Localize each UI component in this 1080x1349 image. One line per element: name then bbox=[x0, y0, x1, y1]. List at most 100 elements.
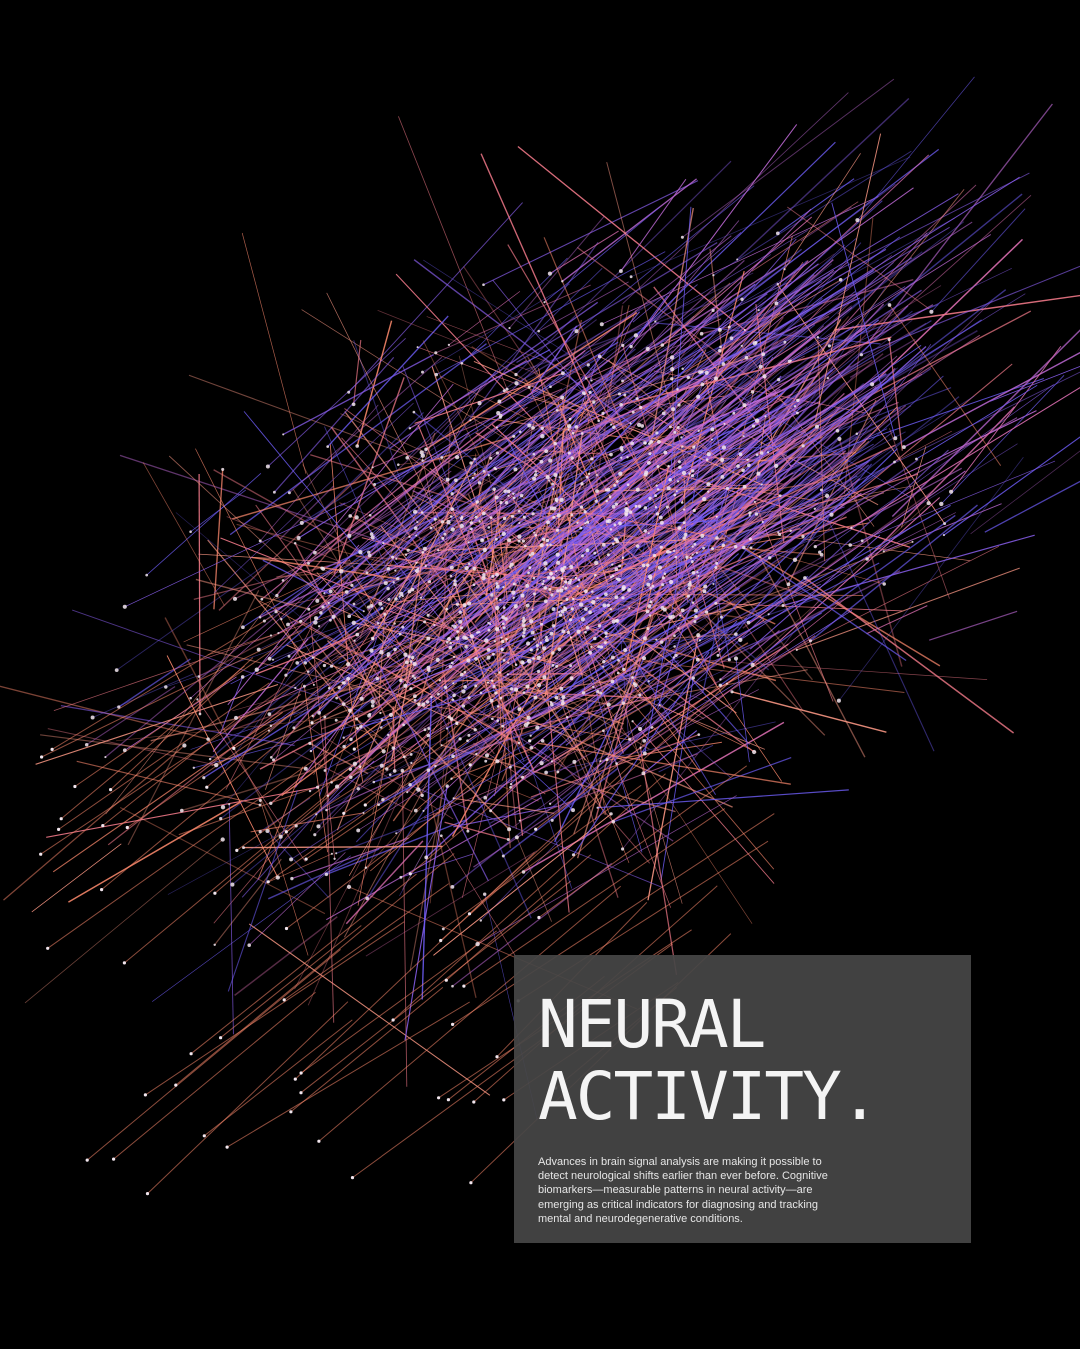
node-dot bbox=[258, 798, 262, 802]
node-dot bbox=[521, 623, 526, 628]
connection-line bbox=[610, 315, 830, 426]
node-dot bbox=[512, 492, 515, 496]
connection-line bbox=[737, 375, 879, 467]
node-dot bbox=[447, 637, 451, 641]
node-dot bbox=[591, 599, 596, 605]
node-dot bbox=[672, 656, 676, 659]
connection-line bbox=[719, 154, 930, 352]
node-dot bbox=[367, 550, 371, 554]
node-dot bbox=[459, 523, 464, 529]
node-dot bbox=[182, 743, 187, 748]
connection-line bbox=[691, 511, 907, 662]
node-dot bbox=[682, 536, 686, 540]
node-dot bbox=[584, 607, 588, 611]
node-dot bbox=[385, 767, 389, 771]
node-dot bbox=[370, 636, 375, 641]
node-dot bbox=[621, 585, 626, 590]
node-dot bbox=[258, 803, 262, 807]
node-dot bbox=[498, 671, 501, 674]
node-dot bbox=[334, 784, 340, 789]
node-dot bbox=[730, 690, 734, 694]
connection-line bbox=[605, 497, 718, 634]
node-dot bbox=[289, 857, 294, 862]
node-dot bbox=[502, 626, 506, 630]
node-dot bbox=[441, 927, 445, 931]
node-dot bbox=[352, 761, 358, 766]
node-dot bbox=[563, 565, 567, 569]
node-dot bbox=[777, 531, 780, 534]
node-dot bbox=[816, 335, 820, 339]
connection-line bbox=[492, 492, 575, 577]
node-dot bbox=[527, 423, 532, 428]
connection-line bbox=[726, 401, 810, 449]
connection-line bbox=[51, 614, 274, 750]
connection-line bbox=[414, 517, 555, 652]
connection-line bbox=[250, 812, 364, 833]
node-dot bbox=[594, 560, 599, 566]
node-dot bbox=[546, 575, 551, 580]
node-dot bbox=[391, 1018, 395, 1022]
connection-line bbox=[630, 156, 911, 278]
node-dot bbox=[369, 603, 374, 608]
connection-line bbox=[600, 741, 722, 762]
connection-line bbox=[435, 487, 491, 570]
connection-line bbox=[312, 411, 425, 521]
node-dot bbox=[405, 456, 409, 460]
node-dot bbox=[507, 494, 510, 497]
connection-line bbox=[573, 761, 619, 898]
node-dot bbox=[365, 896, 370, 901]
connection-line bbox=[743, 546, 941, 667]
node-dot bbox=[552, 515, 556, 519]
node-dot bbox=[451, 698, 455, 701]
connection-line bbox=[220, 520, 401, 775]
node-dot bbox=[764, 415, 767, 418]
connection-line bbox=[474, 348, 636, 485]
connection-line bbox=[516, 242, 718, 364]
node-dot bbox=[837, 436, 842, 441]
node-dot bbox=[453, 582, 458, 587]
node-dot bbox=[643, 529, 648, 533]
node-dot bbox=[648, 496, 652, 500]
node-dot bbox=[474, 515, 478, 519]
node-dot bbox=[758, 555, 761, 558]
connection-line bbox=[589, 652, 775, 870]
node-dot bbox=[485, 570, 488, 573]
connection-line bbox=[517, 145, 746, 331]
connection-line bbox=[719, 514, 956, 686]
node-dot bbox=[214, 762, 219, 768]
connection-line bbox=[588, 330, 642, 366]
connection-line bbox=[542, 315, 695, 437]
node-dot bbox=[633, 333, 639, 338]
connection-line bbox=[713, 150, 912, 276]
connection-line bbox=[272, 571, 481, 661]
node-dot bbox=[560, 602, 563, 605]
node-dot bbox=[481, 575, 486, 581]
node-dot bbox=[454, 478, 458, 483]
node-dot bbox=[510, 687, 514, 691]
node-dot bbox=[635, 487, 640, 492]
connection-line bbox=[643, 730, 698, 774]
node-dot bbox=[814, 424, 820, 429]
connection-line bbox=[756, 322, 927, 422]
node-dot bbox=[450, 507, 455, 511]
node-dot bbox=[732, 411, 736, 415]
node-dot bbox=[706, 452, 711, 457]
connection-line bbox=[888, 339, 903, 451]
connection-line bbox=[339, 502, 591, 613]
node-dot bbox=[275, 593, 279, 598]
connection-line bbox=[303, 686, 329, 853]
node-dot bbox=[733, 544, 738, 549]
node-dot bbox=[549, 385, 552, 389]
node-dot bbox=[315, 598, 320, 603]
node-dot bbox=[586, 520, 590, 524]
connection-line bbox=[480, 153, 600, 421]
node-dot bbox=[274, 610, 278, 614]
node-dot bbox=[420, 793, 424, 798]
connection-line bbox=[428, 602, 555, 671]
node-dot bbox=[351, 402, 356, 407]
node-dot bbox=[727, 325, 731, 329]
connection-line bbox=[903, 351, 1080, 448]
node-dot bbox=[424, 855, 429, 860]
connection-line bbox=[435, 284, 591, 354]
connection-line bbox=[614, 649, 694, 719]
